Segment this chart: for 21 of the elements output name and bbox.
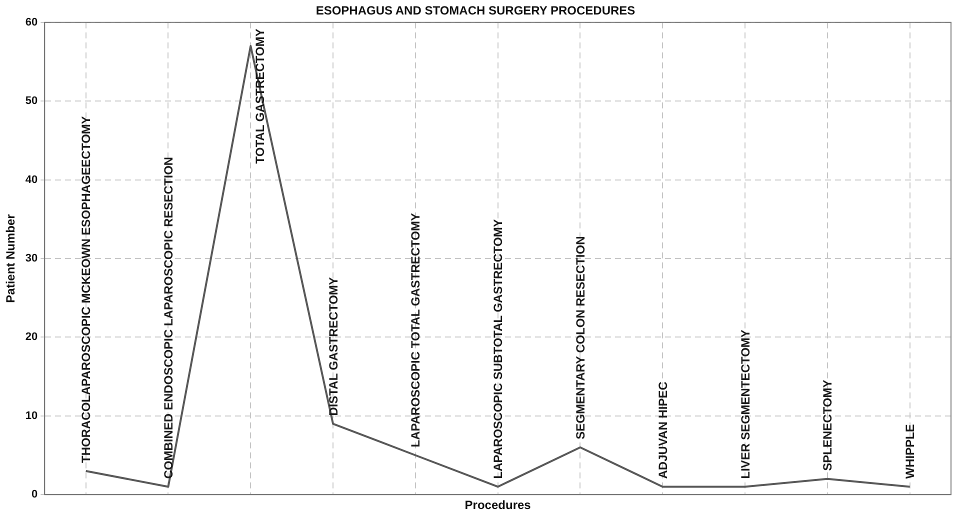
- y-tick-label: 0: [32, 488, 38, 501]
- x-tick-label: SEGMENTARY COLON RESECTION: [574, 236, 588, 440]
- y-tick-label: 20: [25, 331, 38, 344]
- x-tick-label: LAPAROSCOPIC SUBTOTAL GASTRECTOMY: [491, 219, 506, 479]
- x-axis-title: Procedures: [464, 498, 532, 512]
- x-tick-label: ADJUVAN HIPEC: [656, 381, 670, 479]
- x-tick-label: THORACOLAPAROSCOPIC MCKEOWN ESOPHAGEECTOMY: [79, 116, 94, 463]
- x-tick-label: LIVER SEGMENTECTOMY: [738, 330, 752, 479]
- x-tick-label: COMBINED ENDOSCOPIC LAPAROSCOPIC RESECTION: [162, 156, 176, 479]
- y-tick-label: 60: [25, 16, 38, 28]
- y-tick-label: 30: [25, 252, 38, 265]
- x-tick-label: DISTAL GASTRECTOMY: [326, 277, 340, 416]
- chart-title: ESOPHAGUS AND STOMACH SURGERY PROCEDURES: [316, 4, 636, 18]
- y-axis-title: Patient Number: [4, 214, 18, 303]
- x-tick-label: LAPAROSCOPIC TOTAL GASTRECTOMY: [408, 213, 423, 448]
- x-tick-label: SPLENECTOMY: [820, 380, 835, 471]
- y-tick-label: 40: [25, 174, 38, 186]
- y-tick-label: 10: [25, 410, 38, 422]
- x-tick-label: TOTAL GASTRECTOMY: [252, 28, 267, 164]
- y-tick-label: 50: [25, 95, 38, 108]
- x-tick-label: WHIPPLE: [903, 424, 918, 479]
